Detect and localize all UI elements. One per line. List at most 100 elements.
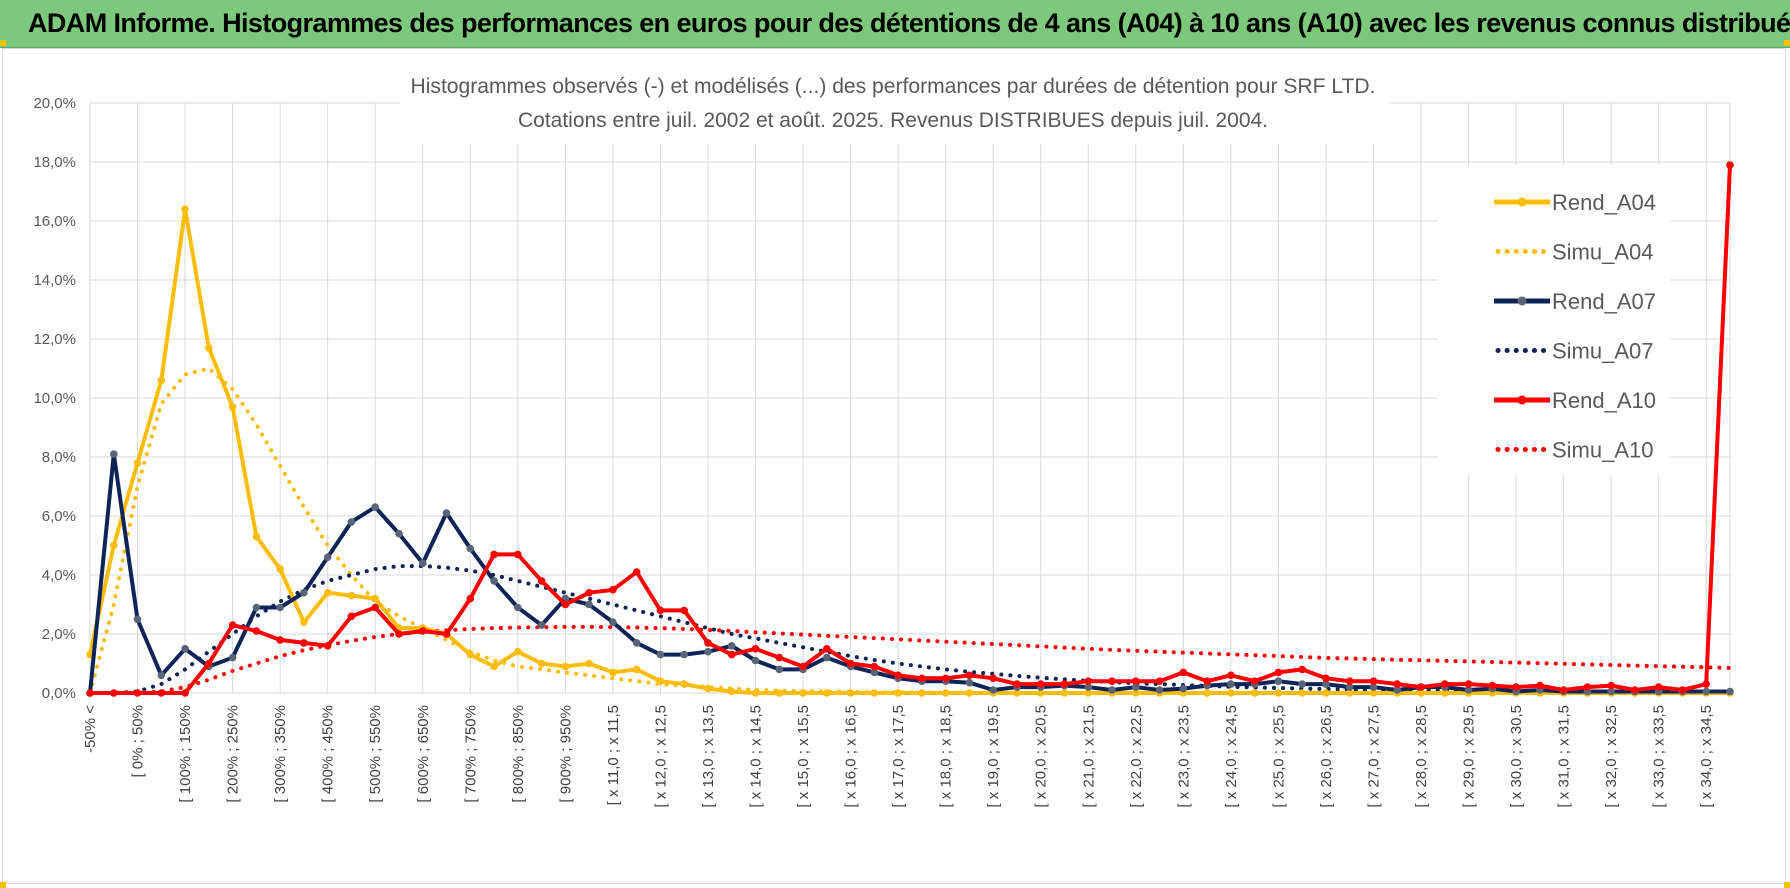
data-point (1298, 680, 1306, 688)
data-point (823, 653, 831, 662)
data-point (1393, 680, 1401, 688)
y-tick-label: 18,0% (33, 154, 76, 171)
legend-marker (1517, 296, 1527, 306)
legend-label: Simu_A07 (1552, 339, 1654, 364)
series-Simu_A10 (88, 624, 1732, 695)
data-point (490, 577, 498, 585)
y-tick-label: 8,0% (42, 449, 76, 466)
data-point (490, 662, 498, 671)
series-Rend_A10 (86, 161, 1734, 697)
data-point (656, 650, 665, 659)
x-tick-label: [ 0% ; 50% (130, 705, 147, 778)
data-point (1417, 683, 1425, 691)
legend-label: Simu_A04 (1552, 240, 1654, 265)
data-point (561, 662, 570, 671)
data-point (1559, 686, 1568, 694)
data-point (1512, 683, 1520, 691)
x-tick-label: [ x 14,0 ; x 14,5 (748, 705, 765, 808)
data-point (656, 606, 665, 615)
data-point (110, 689, 118, 697)
legend-entry-Rend_A07: Rend_A07 (1494, 289, 1656, 314)
data-point (228, 403, 237, 411)
data-point (846, 689, 855, 697)
data-point (989, 674, 997, 683)
data-point (751, 645, 760, 653)
data-point (775, 653, 784, 662)
data-point (1607, 687, 1615, 696)
x-tick-label: [ 300% ; 350% (272, 705, 289, 803)
x-tick-label: -50% < (82, 705, 99, 753)
data-point (205, 344, 213, 352)
chart-frame (2, 48, 1786, 884)
data-point (1726, 687, 1734, 696)
data-point (870, 689, 879, 697)
data-point (1631, 686, 1639, 694)
data-point (1583, 683, 1592, 691)
x-tick-label: [ x 23,0 ; x 23,5 (1175, 705, 1192, 808)
x-tick-label: [ x 16,0 ; x 16,5 (843, 705, 860, 808)
data-point (704, 639, 712, 647)
x-tick-label: [ 700% ; 750% (462, 705, 479, 803)
legend-label: Rend_A04 (1552, 190, 1656, 215)
corner-mark (0, 40, 6, 46)
data-point (110, 541, 118, 550)
data-point (609, 668, 617, 677)
data-point (1702, 680, 1710, 688)
data-point (1155, 677, 1164, 685)
title-background (400, 68, 1390, 144)
data-point (1250, 689, 1259, 697)
data-point (1441, 680, 1449, 688)
data-point (276, 603, 284, 612)
data-point (894, 671, 902, 680)
x-tick-label: [ x 21,0 ; x 21,5 (1080, 705, 1097, 808)
data-point (1179, 668, 1188, 677)
y-tick-label: 16,0% (33, 213, 76, 230)
data-point (228, 653, 237, 662)
data-point (157, 376, 166, 385)
data-point (1132, 689, 1140, 697)
corner-mark (1784, 40, 1790, 46)
data-point (775, 689, 784, 697)
data-point (466, 544, 475, 553)
data-point (1155, 686, 1164, 694)
x-tick-label: [ 500% ; 550% (367, 705, 384, 803)
data-point (252, 603, 261, 612)
legend-marker (1517, 197, 1527, 207)
data-point (1322, 674, 1330, 683)
data-point (585, 588, 593, 597)
data-point (1013, 680, 1021, 688)
data-point (609, 586, 617, 594)
data-point (799, 689, 807, 697)
data-point (300, 618, 308, 626)
data-point (228, 621, 237, 629)
data-point (1298, 689, 1306, 697)
data-point (1227, 671, 1235, 680)
data-point (680, 606, 688, 615)
data-point (1678, 686, 1687, 694)
data-point (1417, 689, 1425, 697)
legend-box (1438, 165, 1670, 475)
legend-entry-Rend_A04: Rend_A04 (1494, 190, 1656, 215)
x-tick-label: [ x 25,0 ; x 25,5 (1270, 705, 1287, 808)
data-point (680, 650, 688, 659)
data-point (1654, 683, 1663, 691)
data-point (846, 659, 855, 668)
banner-title: ADAM Informe. Histogrammes des performan… (28, 8, 1790, 38)
data-point (537, 577, 546, 585)
x-tick-label: [ x 26,0 ; x 26,5 (1318, 705, 1335, 808)
x-tick-label: [ x 15,0 ; x 15,5 (795, 705, 812, 808)
x-tick-label: [ 100% ; 150% (177, 705, 194, 803)
y-tick-label: 0,0% (42, 685, 76, 702)
page-banner: ADAM Informe. Histogrammes des performan… (0, 0, 1790, 48)
data-point (157, 671, 166, 680)
y-tick-label: 4,0% (42, 567, 76, 584)
x-tick-label: [ 200% ; 250% (225, 705, 242, 803)
series-line (88, 452, 1730, 694)
data-point (300, 588, 308, 597)
data-point (371, 503, 380, 511)
legend-entry-Rend_A10: Rend_A10 (1494, 388, 1656, 413)
data-point (680, 680, 688, 688)
data-point (751, 689, 760, 697)
data-point (276, 636, 284, 644)
